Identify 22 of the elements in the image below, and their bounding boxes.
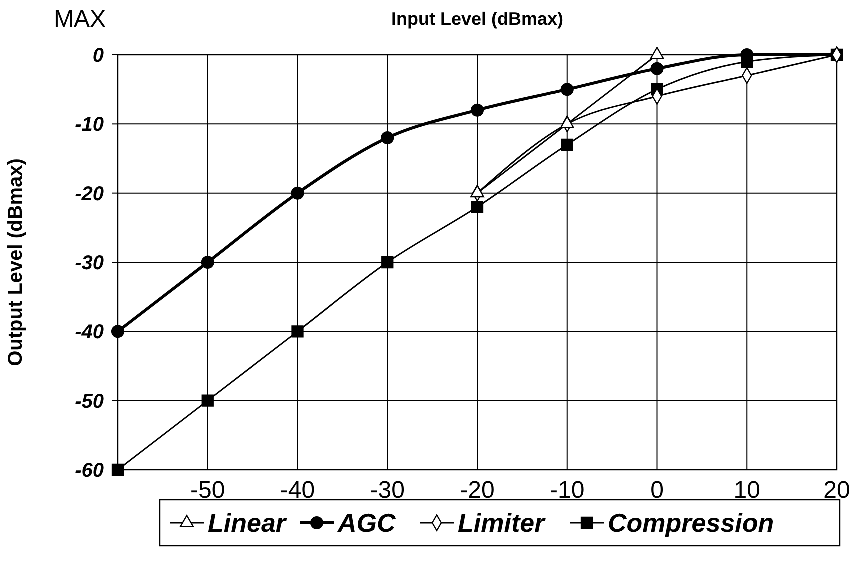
x-axis-title: Input Level (dBmax) (391, 9, 564, 29)
x-tick-label: -30 (370, 477, 405, 504)
y-tick-label: -10 (75, 114, 104, 136)
legend-label: Compression (608, 508, 774, 538)
y-tick-label: -60 (75, 460, 104, 482)
y-axis-title: Output Level (dBmax) (5, 158, 27, 366)
legend-label: AGC (337, 508, 397, 538)
x-tick-label: 10 (734, 477, 760, 504)
y-tick-label: -30 (75, 252, 104, 274)
x-tick-label: 20 (824, 477, 850, 504)
y-tick-label: -40 (75, 322, 104, 344)
text: MAX (54, 6, 106, 33)
x-tick-label: -50 (190, 477, 226, 504)
x-tick-label: 0 (650, 477, 664, 504)
legend-label: Limiter (458, 508, 547, 538)
y-tick-label: -50 (75, 390, 104, 413)
y-tick-label: -20 (75, 183, 104, 206)
x-tick-label: -10 (550, 477, 585, 504)
x-tick-label: -20 (460, 477, 495, 504)
x-tick-label: -40 (280, 477, 316, 504)
y-tick-label: 0 (92, 45, 104, 67)
legend-label: Linear (208, 508, 288, 538)
